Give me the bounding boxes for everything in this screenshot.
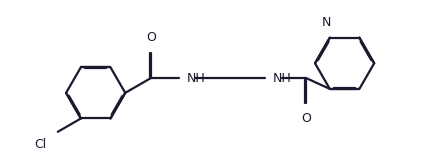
Text: O: O [146,31,156,44]
Text: NH: NH [273,72,292,85]
Text: Cl: Cl [35,138,47,151]
Text: N: N [321,16,331,29]
Text: NH: NH [186,72,205,85]
Text: O: O [301,112,311,125]
